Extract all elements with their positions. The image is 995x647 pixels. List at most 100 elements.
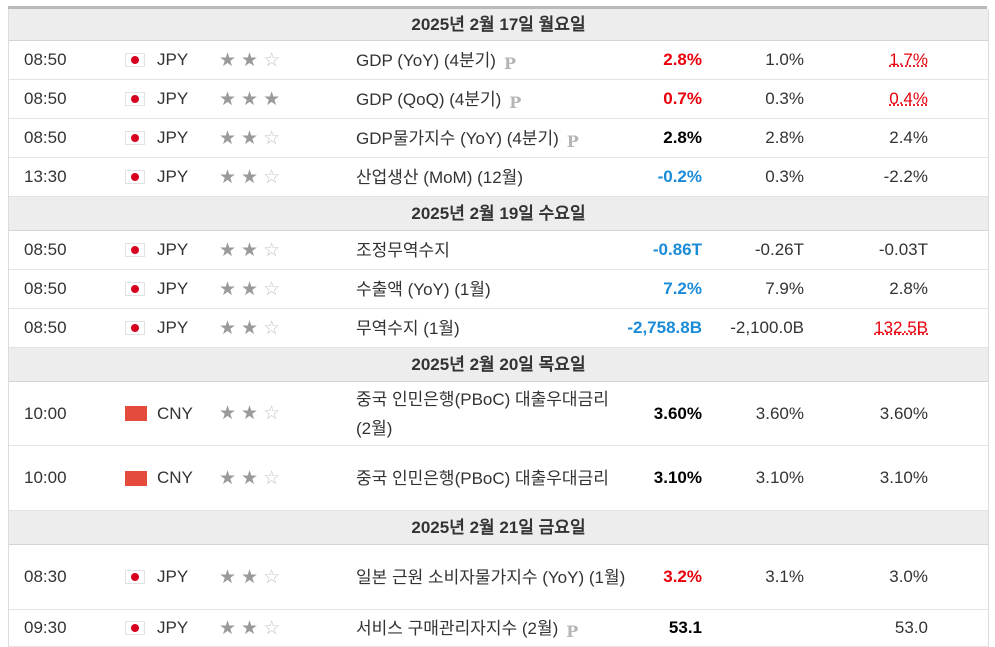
- event-name[interactable]: GDP (YoY) (4분기): [356, 50, 496, 70]
- event-row[interactable]: 08:50 JPY ★ ★ ☆ 무역수지 (1월) -2,758.8B -2,100…: [9, 309, 988, 348]
- star-empty-icon: ☆: [263, 317, 281, 339]
- event-row[interactable]: 08:50 JPY ★ ★ ☆ GDP물가지수 (YoY) (4분기) P 2.8% …: [9, 119, 988, 158]
- importance-stars: ★ ★ ☆: [219, 231, 285, 269]
- event-name-cell[interactable]: GDP (QoQ) (4분기) P: [356, 80, 626, 118]
- event-name[interactable]: 무역수지 (1월): [356, 318, 460, 338]
- event-forecast: 3.1%: [765, 567, 804, 586]
- event-row[interactable]: 09:30 JPY ★ ★ ☆ 서비스 구매관리자지수 (2월) P 53.1 53.…: [9, 610, 988, 647]
- event-currency: JPY: [157, 318, 189, 337]
- event-name[interactable]: 조정무역수지: [356, 240, 450, 260]
- event-actual: -2,758.8B: [627, 318, 702, 337]
- event-forecast: 3.10%: [755, 468, 804, 487]
- event-name-cell[interactable]: 산업생산 (MoM) (12월): [356, 158, 626, 196]
- event-row[interactable]: 10:00 CNY ★ ★ ☆ 중국 인민은행(PBoC) 대출우대금리 (2월) …: [9, 382, 988, 446]
- event-currency: JPY: [157, 618, 189, 637]
- preliminary-icon: P: [566, 131, 579, 151]
- event-actual: 0.7%: [663, 89, 702, 108]
- event-time: 09:30: [24, 618, 67, 637]
- event-name[interactable]: 수출액 (YoY) (1월): [356, 279, 491, 299]
- event-actual: 3.2%: [663, 567, 702, 586]
- day-header: 2025년 2월 17일 월요일: [9, 9, 988, 41]
- star-empty-icon: ☆: [263, 403, 281, 424]
- event-currency: CNY: [157, 468, 193, 487]
- event-previous[interactable]: 0.4%: [889, 89, 928, 108]
- japan-flag-icon: [125, 119, 147, 157]
- event-previous: -0.03T: [878, 240, 928, 259]
- event-name[interactable]: 산업생산 (MoM) (12월): [356, 167, 523, 187]
- star-icon: ★: [241, 166, 259, 188]
- event-actual: 53.1: [668, 618, 702, 637]
- event-name-cell[interactable]: 중국 인민은행(PBoC) 대출우대금리: [356, 446, 626, 510]
- event-name-cell[interactable]: GDP물가지수 (YoY) (4분기) P: [356, 119, 626, 157]
- event-row[interactable]: 08:50 JPY ★ ★ ★ GDP (QoQ) (4분기) P 0.7% 0.3%…: [9, 80, 988, 119]
- star-icon: ★: [241, 617, 259, 639]
- event-row[interactable]: 08:30 JPY ★ ★ ☆ 일본 근원 소비자물가지수 (YoY) (1월) 3…: [9, 545, 988, 610]
- event-name-cell[interactable]: 중국 인민은행(PBoC) 대출우대금리 (2월): [356, 382, 626, 445]
- star-empty-icon: ☆: [263, 127, 281, 149]
- event-forecast: 0.3%: [765, 167, 804, 186]
- event-row[interactable]: 08:50 JPY ★ ★ ☆ 조정무역수지 -0.86T -0.26T -0.03…: [9, 231, 988, 270]
- event-name[interactable]: GDP물가지수 (YoY) (4분기): [356, 128, 559, 148]
- star-icon: ★: [241, 127, 259, 149]
- event-time: 13:30: [24, 167, 67, 186]
- event-forecast: 2.8%: [765, 128, 804, 147]
- china-flag-icon: [125, 446, 147, 510]
- japan-flag-icon: [125, 545, 147, 609]
- star-icon: ★: [219, 467, 237, 489]
- importance-stars: ★ ★ ☆: [219, 382, 285, 445]
- japan-flag-icon: [125, 610, 147, 646]
- importance-stars: ★ ★ ☆: [219, 309, 285, 347]
- event-actual: 2.8%: [663, 128, 702, 147]
- importance-stars: ★ ★ ☆: [219, 270, 285, 308]
- top-divider: [8, 6, 987, 9]
- event-name-cell[interactable]: 조정무역수지: [356, 231, 626, 269]
- event-time: 08:50: [24, 279, 67, 298]
- event-row[interactable]: 08:50 JPY ★ ★ ☆ GDP (YoY) (4분기) P 2.8% 1.0%…: [9, 41, 988, 80]
- event-previous: 2.8%: [889, 279, 928, 298]
- preliminary-icon: P: [503, 53, 516, 73]
- event-previous: 53.0: [894, 618, 928, 637]
- star-empty-icon: ☆: [263, 239, 281, 261]
- importance-stars: ★ ★ ☆: [219, 446, 285, 510]
- star-empty-icon: ☆: [263, 617, 281, 639]
- event-name[interactable]: 서비스 구매관리자지수 (2월): [356, 618, 559, 638]
- day-header: 2025년 2월 19일 수요일: [9, 197, 988, 231]
- importance-stars: ★ ★ ☆: [219, 119, 285, 157]
- event-currency: CNY: [157, 403, 193, 423]
- star-icon: ★: [219, 617, 237, 639]
- event-forecast: 0.3%: [765, 89, 804, 108]
- day-header: 2025년 2월 20일 목요일: [9, 348, 988, 382]
- preliminary-icon: P: [566, 621, 579, 641]
- event-previous[interactable]: 1.7%: [889, 50, 928, 69]
- star-icon: ★: [219, 278, 237, 300]
- event-actual: 3.60%: [653, 403, 702, 423]
- event-time: 08:50: [24, 50, 67, 69]
- event-previous[interactable]: 132.5B: [874, 318, 928, 337]
- event-currency: JPY: [157, 50, 189, 69]
- event-name-cell[interactable]: 일본 근원 소비자물가지수 (YoY) (1월): [356, 545, 626, 609]
- event-currency: JPY: [157, 167, 189, 186]
- event-name[interactable]: GDP (QoQ) (4분기): [356, 89, 502, 109]
- day-header: 2025년 2월 21일 금요일: [9, 511, 988, 545]
- event-previous: 3.0%: [889, 567, 928, 586]
- japan-flag-icon: [125, 270, 147, 308]
- star-icon: ★: [219, 166, 237, 188]
- event-time: 08:30: [24, 567, 67, 586]
- event-name-cell[interactable]: 수출액 (YoY) (1월): [356, 270, 626, 308]
- event-name[interactable]: 중국 인민은행(PBoC) 대출우대금리: [356, 468, 609, 488]
- event-name[interactable]: 일본 근원 소비자물가지수 (YoY) (1월): [356, 567, 626, 587]
- event-name[interactable]: 중국 인민은행(PBoC) 대출우대금리 (2월): [356, 389, 609, 438]
- event-row[interactable]: 13:30 JPY ★ ★ ☆ 산업생산 (MoM) (12월) -0.2% 0.3…: [9, 158, 988, 197]
- event-name-cell[interactable]: 무역수지 (1월): [356, 309, 626, 347]
- event-row[interactable]: 08:50 JPY ★ ★ ☆ 수출액 (YoY) (1월) 7.2% 7.9% 2…: [9, 270, 988, 309]
- event-currency: JPY: [157, 128, 189, 147]
- star-icon: ★: [219, 127, 237, 149]
- japan-flag-icon: [125, 309, 147, 347]
- event-name-cell[interactable]: GDP (YoY) (4분기) P: [356, 41, 626, 79]
- star-icon: ★: [219, 566, 237, 588]
- preliminary-icon: P: [509, 92, 522, 112]
- event-name-cell[interactable]: 서비스 구매관리자지수 (2월) P: [356, 610, 626, 646]
- event-currency: JPY: [157, 567, 189, 586]
- event-row[interactable]: 10:00 CNY ★ ★ ☆ 중국 인민은행(PBoC) 대출우대금리 3.10%…: [9, 446, 988, 511]
- event-forecast: -0.26T: [754, 240, 804, 259]
